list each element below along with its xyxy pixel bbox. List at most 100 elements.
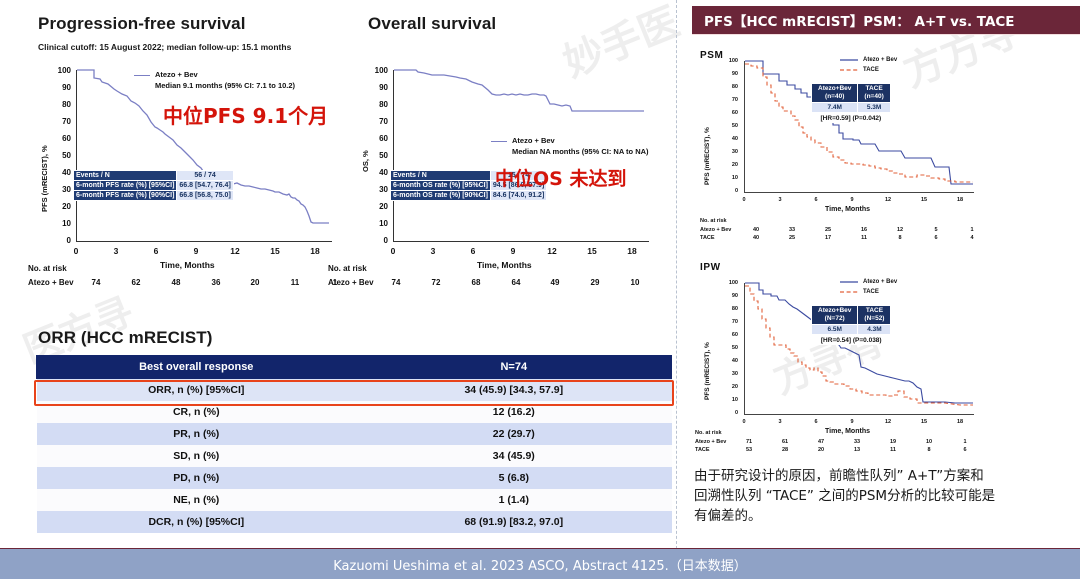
psm-risk-atezo: 33 xyxy=(788,227,796,233)
orr-title: ORR (HCC mRECIST) xyxy=(38,328,213,347)
orr-row-value: 12 (16.2) xyxy=(356,400,672,423)
ipw-curves xyxy=(745,282,973,406)
psm-risk-tace: 25 xyxy=(788,235,796,241)
os-section: Overall survival xyxy=(368,14,496,34)
orr-row-label: CR, n (%) xyxy=(36,400,357,423)
orr-row-value: 22 (29.7) xyxy=(356,422,672,445)
os-at-risk-value: 68 xyxy=(471,278,481,287)
psm-x-axis-label: Time, Months xyxy=(825,206,870,213)
orr-row-label: ORR, n (%) [95%CI] xyxy=(36,378,357,401)
panel-divider xyxy=(676,0,677,579)
os-y-axis-label: OS, % xyxy=(361,150,370,172)
ipw-col-head-tace: TACE (N=52) xyxy=(857,305,892,325)
ipw-risk-atezo: 71 xyxy=(745,439,753,445)
ipw-at-risk-title: No. at risk xyxy=(695,430,722,436)
psm-risk-tace: 4 xyxy=(970,235,974,241)
os-chart: OS, % 100 90 80 70 60 50 40 30 20 10 0 E… xyxy=(361,66,649,270)
os-stat-label: Events / N xyxy=(390,170,491,181)
orr-col-header: Best overall response xyxy=(36,355,357,379)
orr-row-label: DCR, n (%) [95%CI] xyxy=(36,510,357,533)
orr-row-label: PR, n (%) xyxy=(36,422,357,445)
psm-risk-atezo: 40 xyxy=(752,227,760,233)
ipw-risk-tace: 28 xyxy=(781,447,789,453)
ipw-median-tace: 4.3M xyxy=(857,324,892,335)
ipw-at-risk-label-tace: TACE xyxy=(695,447,710,453)
psm-risk-atezo: 5 xyxy=(934,227,938,233)
psm-chart: PFS (mRECIST), % 100 90 80 70 60 50 40 3… xyxy=(700,50,1070,215)
table-row: DCR, n (%) [95%CI] 68 (91.9) [83.2, 97.0… xyxy=(36,510,672,533)
pfs-stat-label: 6-month PFS rate (%) [95%CI] xyxy=(72,180,178,191)
table-row: [HR=0.54] (P=0.038) xyxy=(811,334,891,345)
pfs-stat-value: 56 / 74 xyxy=(176,170,234,181)
os-x-axis-label: Time, Months xyxy=(477,260,532,270)
pfs-stat-value: 66.8 [56.8, 75.0] xyxy=(176,190,234,201)
ipw-legend-tace: TACE xyxy=(863,289,879,295)
orr-table: Best overall response N=74 ORR, n (%) [9… xyxy=(36,355,673,533)
os-at-risk-value: 29 xyxy=(590,278,600,287)
psm-legend-tace: TACE xyxy=(863,67,879,73)
ipw-risk-atezo: 61 xyxy=(781,439,789,445)
orr-row-value: 68 (91.9) [83.2, 97.0] xyxy=(356,510,672,533)
pfs-subtitle: Clinical cutoff: 15 August 2022; median … xyxy=(38,42,292,52)
pfs-legend-median: Median 9.1 months (95% CI: 7.1 to 10.2) xyxy=(155,81,296,90)
table-row: CR, n (%) 12 (16.2) xyxy=(36,400,672,423)
psm-legend-icons xyxy=(840,59,858,71)
orr-header-row: Best overall response N=74 xyxy=(36,355,673,379)
orr-row-label: NE, n (%) xyxy=(36,488,357,511)
table-row: 7.4M 5.3M xyxy=(810,102,891,113)
ipw-risk-tace: 11 xyxy=(890,447,896,453)
right-panel-note: 由于研究设计的原因，前瞻性队列” A+T”方案和 回溯性队列 “TACE” 之间… xyxy=(694,468,996,524)
ipw-risk-tace: 20 xyxy=(817,447,825,453)
ipw-risk-tace: 6 xyxy=(963,447,967,453)
table-row[interactable]: ORR, n (%) [95%CI] 34 (45.9) [34.3, 57.9… xyxy=(36,378,672,401)
psm-risk-tace: 8 xyxy=(898,235,902,241)
psm-at-risk-label-tace: TACE xyxy=(700,235,715,241)
ipw-stats-table: Atezo+Bev (N=72) TACE (N=52) 6.5M 4.3M [HR… xyxy=(810,305,892,345)
os-stat-value: 84.6 [74.0, 91.2] xyxy=(489,190,548,201)
pfs-title: Progression-free survival xyxy=(38,14,246,33)
ipw-footnote: [HR=0.54] (P=0.038) xyxy=(811,334,891,345)
table-row: Events / N 56 / 74 xyxy=(72,170,234,181)
pfs-legend-series: Atezo + Bev xyxy=(155,70,198,79)
psm-risk-atezo: 16 xyxy=(860,227,868,233)
orr-row-value: 5 (6.8) xyxy=(356,466,672,489)
ipw-risk-atezo: 19 xyxy=(889,439,897,445)
os-at-risk-title: No. at risk xyxy=(328,264,367,273)
ipw-median-atezo: 6.5M xyxy=(810,324,859,335)
ipw-risk-atezo: 1 xyxy=(963,439,967,445)
psm-median-atezo: 7.4M xyxy=(810,102,859,113)
table-row: 6-month PFS rate (%) [95%CI] 66.8 [54.7,… xyxy=(72,180,234,191)
os-at-risk-value: 49 xyxy=(550,278,560,287)
pfs-section: Progression-free survival Clinical cutof… xyxy=(38,14,291,52)
ipw-legend-atezo: Atezo + Bev xyxy=(863,279,898,285)
table-row: SD, n (%) 34 (45.9) xyxy=(36,444,672,467)
psm-footnote: [HR=0.59] (P=0.042) xyxy=(811,112,891,123)
right-panel-header: PFS【HCC mRECIST】PSM： A+T vs. TACE xyxy=(692,6,1080,34)
footer-citation-bar: Kazuomi Ueshima et al. 2023 ASCO, Abstra… xyxy=(0,548,1080,579)
pfs-at-risk-value: 48 xyxy=(171,278,181,287)
pfs-curve xyxy=(77,69,329,224)
os-legend-line xyxy=(491,141,507,142)
ipw-risk-tace: 13 xyxy=(853,447,861,453)
psm-risk-tace: 6 xyxy=(934,235,938,241)
ipw-legend-icons xyxy=(840,281,858,293)
table-row: PR, n (%) 22 (29.7) xyxy=(36,422,672,445)
psm-risk-tace: 11 xyxy=(861,235,867,241)
ipw-risk-atezo: 33 xyxy=(853,439,861,445)
table-row: 6-month OS rate (%) [90%CI] 84.6 [74.0, … xyxy=(390,190,548,201)
ipw-risk-atezo: 47 xyxy=(817,439,825,445)
pfs-stat-label: 6-month PFS rate (%) [90%CI] xyxy=(72,190,178,201)
orr-row-label: PD, n (%) xyxy=(36,466,357,489)
pfs-x-axis-label: Time, Months xyxy=(160,260,215,270)
psm-tag: PSM xyxy=(700,50,724,61)
orr-row-label: SD, n (%) xyxy=(36,444,357,467)
os-at-risk-value: 64 xyxy=(511,278,521,287)
pfs-at-risk-value: 62 xyxy=(131,278,141,287)
psm-risk-tace: 17 xyxy=(824,235,832,241)
ipw-risk-atezo: 10 xyxy=(925,439,933,445)
table-row: Atezo+Bev (N=72) TACE (N=52) xyxy=(810,305,892,325)
os-at-risk-value: 72 xyxy=(431,278,441,287)
pfs-stat-label: Events / N xyxy=(72,170,178,181)
table-row: PD, n (%) 5 (6.8) xyxy=(36,466,672,489)
